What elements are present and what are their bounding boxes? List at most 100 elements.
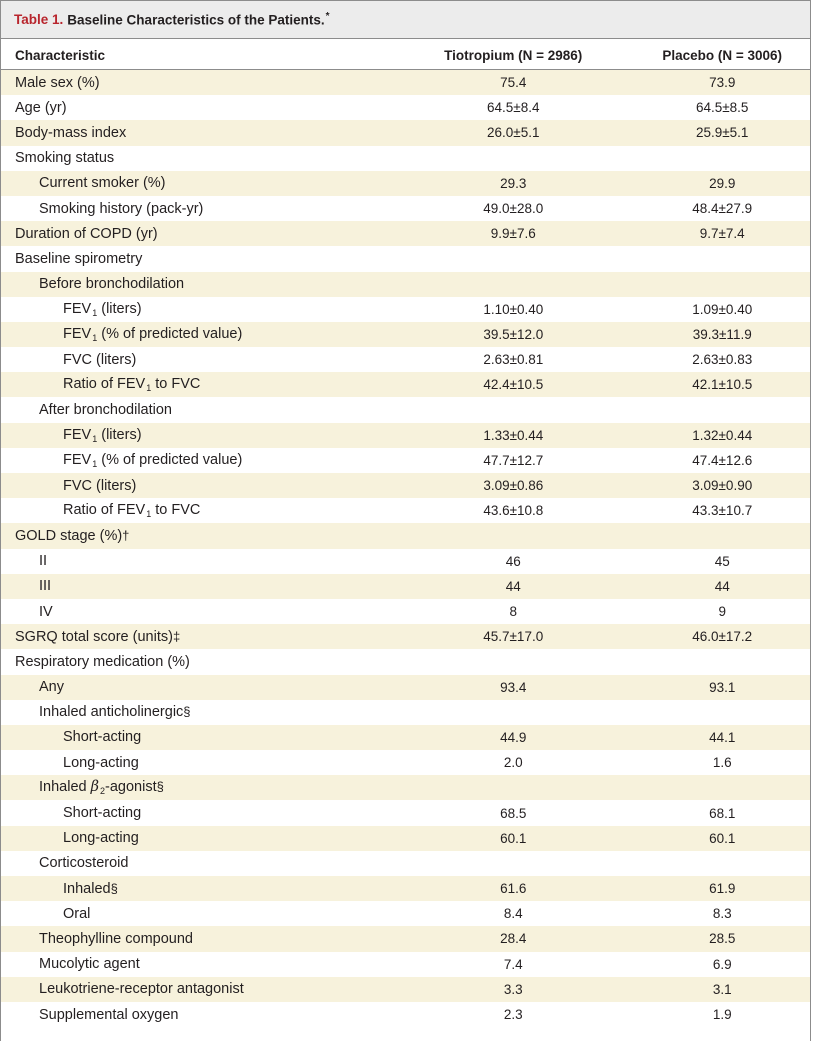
row-label: Short-acting: [1, 729, 392, 745]
tiotropium-value: 46: [505, 553, 521, 569]
placebo-value: 1.6: [712, 755, 732, 771]
tiotropium-value: 1.33±0.44: [483, 427, 544, 443]
header-tiotropium: Tiotropium (N = 2986): [444, 47, 583, 63]
row-label-text: Oral: [63, 905, 91, 922]
placebo-value: 64.5±8.5: [695, 100, 749, 116]
row-label: Supplemental oxygen: [1, 1007, 392, 1023]
row-label: Male sex (%): [1, 75, 392, 91]
placebo-value: 44: [714, 578, 730, 594]
row-label-rest: (% of predicted value): [97, 451, 243, 468]
placebo-value: 43.3±10.7: [692, 503, 753, 519]
row-label-text: FEV: [63, 300, 92, 317]
table-row: Ratio of FEV1 to FVC 43.6±10.8 43.3±10.7: [1, 498, 810, 523]
placebo-value: 1.32±0.44: [692, 427, 753, 443]
table-row: Male sex (%) 75.4 73.9: [1, 70, 810, 96]
row-label: Oral: [1, 906, 392, 922]
placebo-value: 9: [718, 604, 726, 620]
row-label-text: Supplemental oxygen: [39, 1006, 179, 1023]
row-label-rest: (% of predicted value): [97, 325, 243, 342]
tiotropium-value: 47.7±12.7: [483, 452, 544, 468]
tiotropium-value: 61.6: [500, 881, 527, 897]
row-label: Mucolytic agent: [1, 956, 392, 972]
placebo-value: 28.5: [709, 931, 736, 947]
row-label: Current smoker (%): [1, 175, 392, 191]
table-row: Inhaled β2-agonist§: [1, 775, 810, 801]
row-label-text: Inhaled anticholinergic: [39, 704, 184, 721]
row-label: FVC (liters): [1, 478, 392, 494]
row-label-text: Theophylline compound: [39, 930, 193, 947]
table-title-text: Baseline Characteristics of the Patients…: [67, 12, 325, 28]
table-row: FVC (liters) 2.63±0.81 2.63±0.83: [1, 347, 810, 372]
row-label: Theophylline compound: [1, 931, 392, 947]
row-label-rest: to FVC: [151, 376, 201, 393]
subscript: 1: [146, 383, 152, 394]
row-label-text: Body-mass index: [15, 124, 127, 141]
table-row: Ratio of FEV1 to FVC 42.4±10.5 42.1±10.5: [1, 372, 810, 398]
row-label: II: [1, 553, 392, 569]
table-row: Smoking history (pack-yr) 49.0±28.0 48.4±2…: [1, 196, 810, 221]
row-label: Body-mass index: [1, 125, 392, 141]
row-label-text: GOLD stage (%): [15, 527, 123, 544]
footnote-symbol: §: [183, 704, 191, 720]
table-row: III 44 44: [1, 573, 810, 599]
table-row: Oral 8.4 8.3: [1, 901, 810, 926]
table-row: IV 8 9: [1, 599, 810, 624]
row-label-text: FEV: [63, 451, 92, 468]
table-row: Smoking status: [1, 146, 810, 171]
placebo-value: 25.9±5.1: [695, 125, 749, 141]
table-row: FVC (liters) 3.09±0.86 3.09±0.90: [1, 473, 810, 499]
table-title-bar: Table 1. Baseline Characteristics of the…: [1, 0, 810, 39]
row-label-text: Current smoker (%): [39, 175, 166, 192]
tiotropium-value: 42.4±10.5: [483, 377, 544, 393]
table-header-row: Characteristic Tiotropium (N = 2986) Pla…: [1, 39, 810, 70]
placebo-value: 39.3±11.9: [692, 326, 752, 342]
table-row: SGRQ total score (units)‡ 45.7±17.0 46.0±1…: [1, 624, 810, 650]
placebo-value: 3.1: [712, 981, 732, 997]
placebo-value: 93.1: [709, 679, 736, 695]
tiotropium-value: 3.09±0.86: [483, 478, 544, 494]
footnote-symbol: §: [156, 779, 164, 795]
row-label-text: Ratio of FEV: [63, 502, 146, 519]
row-label-text: SGRQ total score (units): [15, 628, 173, 645]
table-row: Duration of COPD (yr) 9.9±7.6 9.7±7.4: [1, 221, 810, 247]
table-row: FEV1 (liters) 1.10±0.40 1.09±0.40: [1, 297, 810, 322]
table-row: Inhaled anticholinergic§: [1, 700, 810, 725]
placebo-value: 9.7±7.4: [699, 226, 745, 242]
row-label-text: FEV: [63, 325, 92, 342]
placebo-value: 1.09±0.40: [692, 301, 753, 317]
row-label: FEV1 (% of predicted value): [1, 452, 392, 469]
row-label-text: Smoking status: [15, 150, 115, 167]
table-row: Current smoker (%) 29.3 29.9: [1, 170, 810, 196]
tiotropium-value: 75.4: [500, 75, 527, 91]
tiotropium-value: 3.3: [503, 981, 523, 997]
table-row: GOLD stage (%)†: [1, 523, 810, 549]
row-label-text: II: [39, 553, 48, 570]
row-label: Before bronchodilation: [1, 276, 392, 292]
header-placebo: Placebo (N = 3006): [662, 47, 783, 63]
tiotropium-value: 2.3: [503, 1007, 523, 1023]
table-row: Leukotriene-receptor antagonist 3.3 3.1: [1, 976, 810, 1002]
table-row: FEV1 (% of predicted value) 47.7±12.7 47.4…: [1, 448, 810, 473]
row-label: FEV1 (% of predicted value): [1, 326, 392, 343]
placebo-value: 48.4±27.9: [692, 201, 753, 217]
tiotropium-value: 64.5±8.4: [487, 100, 540, 116]
table-row: Long-acting 2.0 1.6: [1, 750, 810, 775]
table-row: Supplemental oxygen 2.3 1.9: [1, 1002, 810, 1027]
row-label: III: [1, 578, 392, 594]
row-label-rest: -agonist: [105, 779, 157, 796]
row-label-text: Corticosteroid: [39, 855, 129, 872]
row-label-text: Age (yr): [15, 99, 67, 116]
tiotropium-value: 28.4: [500, 931, 527, 947]
footnote-symbol: §: [110, 880, 118, 896]
row-label-text: Inhaled: [39, 779, 91, 796]
row-label-text: Short-acting: [63, 729, 142, 746]
table-row: Before bronchodilation: [1, 271, 810, 297]
row-label: Inhaled β2-agonist§: [1, 779, 392, 796]
tiotropium-value: 44.9: [500, 729, 527, 745]
tiotropium-value: 49.0±28.0: [483, 201, 544, 217]
row-label-text: FVC (liters): [63, 477, 137, 494]
beta-symbol: β: [90, 779, 99, 796]
tiotropium-value: 8.4: [503, 906, 523, 922]
row-label-text: Long-acting: [63, 754, 139, 771]
row-label-text: Male sex (%): [15, 74, 100, 91]
